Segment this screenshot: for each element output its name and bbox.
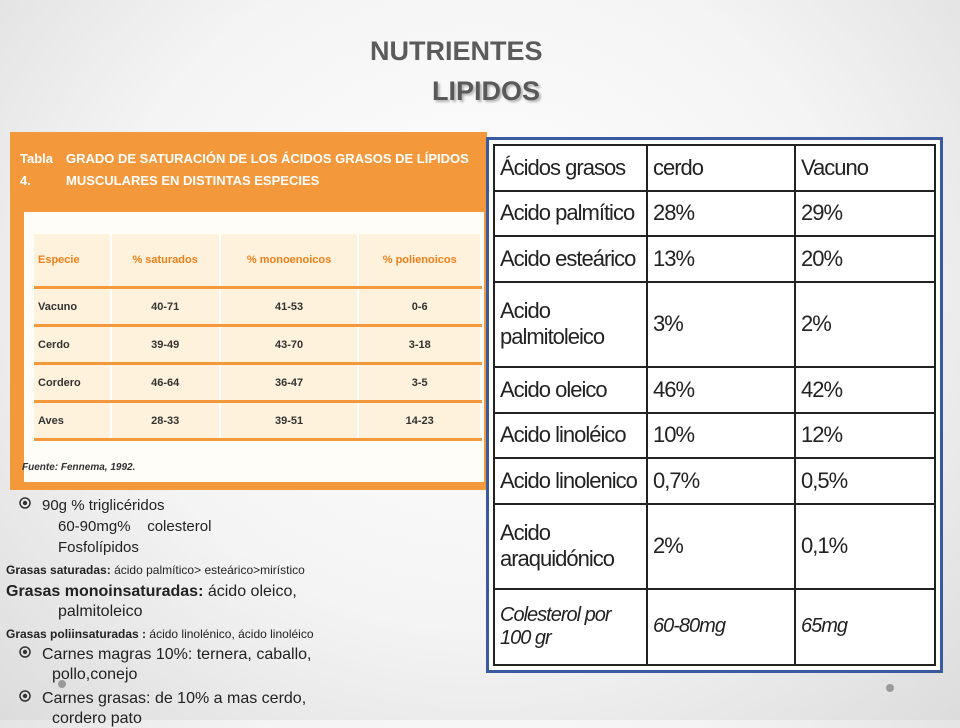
cell: 0,1% xyxy=(794,502,936,590)
tabla4-source: Fuente: Fennema, 1992. xyxy=(22,462,136,473)
cell: 14-23 xyxy=(358,401,482,441)
colesterol-text: 60-90mg% colesterol xyxy=(58,518,212,535)
poli-line: Grasas poliinsaturadas : ácido linolénic… xyxy=(6,627,314,641)
bullet-icon xyxy=(19,497,31,509)
cell: 36-47 xyxy=(219,363,360,403)
table-row: Acido palmitoleico 3% 2% xyxy=(493,280,936,368)
grasas-text: Carnes grasas: de 10% a mas cerdo, xyxy=(42,690,307,707)
cell: Acido linoléico xyxy=(493,411,648,460)
table-row: Aves 28-33 39-51 14-23 xyxy=(34,401,482,441)
cell: 0-6 xyxy=(358,287,482,327)
table-row: Acido araquidónico 2% 0,1% xyxy=(493,502,936,590)
cell: 39-51 xyxy=(219,401,360,441)
cell: 46% xyxy=(646,365,796,414)
cell: Aves xyxy=(34,401,112,441)
bullet-icon xyxy=(19,690,31,702)
cell: Acido linolenico xyxy=(493,457,648,505)
cell: Vacuno xyxy=(34,287,112,327)
acidos-grid: Ácidos grasos cerdo Vacuno Acido palmíti… xyxy=(493,144,936,667)
table-row: Acido linoléico 10% 12% xyxy=(493,411,936,460)
mono-text: ácido oleico, xyxy=(203,583,297,600)
bullet-line: Carnes magras 10%: ternera, caballo, xyxy=(18,645,311,664)
table-row: Cerdo 39-49 43-70 3-18 xyxy=(34,325,482,365)
cell: 12% xyxy=(794,411,936,460)
tabla4-header: Tabla 4. GRADO DE SATURACIÓN DE LOS ÁCID… xyxy=(20,140,480,200)
table-row: Cordero 46-64 36-47 3-5 xyxy=(34,363,482,403)
poli-label: Grasas poliinsaturadas : xyxy=(6,627,147,641)
cell: 20% xyxy=(794,235,936,283)
cell: 65mg xyxy=(794,587,936,667)
col-header: cerdo xyxy=(646,144,796,192)
poli-text: ácido linolénico, ácido linoléico xyxy=(146,627,314,641)
col-header: Vacuno xyxy=(794,144,936,192)
fosfolipidos-text: Fosfolípidos xyxy=(58,539,139,556)
cell: 3-18 xyxy=(358,325,482,365)
cell: 2% xyxy=(794,280,936,368)
col-header: Ácidos grasos xyxy=(493,144,648,192)
saturadas-text: ácido palmítico> esteárico>mirístico xyxy=(110,563,305,577)
decorative-dot xyxy=(886,684,894,692)
mono-label: Grasas monoinsaturadas: xyxy=(6,583,204,600)
title-nutrientes: NUTRIENTES xyxy=(370,36,543,66)
cell: Colesterol por 100 gr xyxy=(493,587,648,667)
magras-text2: pollo,conejo xyxy=(52,666,138,683)
tabla4-number: Tabla 4. xyxy=(20,151,53,188)
cell: Acido araquidónico xyxy=(493,502,648,590)
cell: Cordero xyxy=(34,363,112,403)
cell: Acido oleico xyxy=(493,365,648,414)
table-row: Acido palmítico 28% 29% xyxy=(493,189,936,238)
saturadas-line: Grasas saturadas: ácido palmítico> esteá… xyxy=(6,563,305,577)
cell: 28-33 xyxy=(110,401,221,441)
table-row: Acido linolenico 0,7% 0,5% xyxy=(493,457,936,505)
decorative-dot xyxy=(58,680,66,688)
tabla-acidos-grasos: Ácidos grasos cerdo Vacuno Acido palmíti… xyxy=(486,137,943,673)
trigliceridos-text: 90g % triglicéridos xyxy=(42,497,165,514)
cell: Acido palmítico xyxy=(493,189,648,238)
cell: 46-64 xyxy=(110,363,221,403)
cell: 3-5 xyxy=(358,363,482,403)
cell: 13% xyxy=(646,235,796,283)
col-header: % saturados xyxy=(110,234,221,289)
cell: 29% xyxy=(794,189,936,238)
tabla-saturacion: Tabla 4. GRADO DE SATURACIÓN DE LOS ÁCID… xyxy=(10,132,487,490)
bullet-icon xyxy=(19,646,31,658)
cell: Acido palmitoleico xyxy=(493,280,648,368)
cell: 0,5% xyxy=(794,457,936,505)
cell: 2% xyxy=(646,502,796,590)
saturadas-label: Grasas saturadas: xyxy=(6,563,111,577)
cell: Acido esteárico xyxy=(493,235,648,283)
cell: 43-70 xyxy=(219,325,360,365)
cell: 60-80mg xyxy=(646,587,796,667)
table-row: Ácidos grasos cerdo Vacuno xyxy=(493,144,936,192)
col-header: % polienoicos xyxy=(358,234,482,289)
tabla4-box: Especie % saturados % monoenoicos % poli… xyxy=(24,212,484,482)
bullet-line: Carnes grasas: de 10% a mas cerdo, xyxy=(18,689,306,708)
magras-text: Carnes magras 10%: ternera, caballo, xyxy=(42,646,312,663)
table-row: Acido esteárico 13% 20% xyxy=(493,235,936,283)
table-row: Colesterol por 100 gr 60-80mg 65mg xyxy=(493,587,936,667)
grasas-text2: cordero pato xyxy=(52,710,142,727)
cell: 42% xyxy=(794,365,936,414)
tabla4-grid: Especie % saturados % monoenoicos % poli… xyxy=(34,234,482,441)
col-header: Especie xyxy=(34,234,112,289)
table-row: Vacuno 40-71 41-53 0-6 xyxy=(34,287,482,327)
title-lipidos: LIPIDOS xyxy=(432,76,541,106)
cell: Cerdo xyxy=(34,325,112,365)
col-header: % monoenoicos xyxy=(219,234,360,289)
cell: 3% xyxy=(646,280,796,368)
bullet-line: 90g % triglicéridos xyxy=(18,496,165,514)
cell: 41-53 xyxy=(219,287,360,327)
table-row: Acido oleico 46% 42% xyxy=(493,365,936,414)
mono-line: Grasas monoinsaturadas: ácido oleico, xyxy=(6,583,297,601)
cell: 28% xyxy=(646,189,796,238)
cell: 40-71 xyxy=(110,287,221,327)
cell: 39-49 xyxy=(110,325,221,365)
cell: 0,7% xyxy=(646,457,796,505)
tabla4-title: GRADO DE SATURACIÓN DE LOS ÁCIDOS GRASOS… xyxy=(66,151,469,188)
mono-text2: palmitoleico xyxy=(58,603,143,620)
cell: 10% xyxy=(646,411,796,460)
